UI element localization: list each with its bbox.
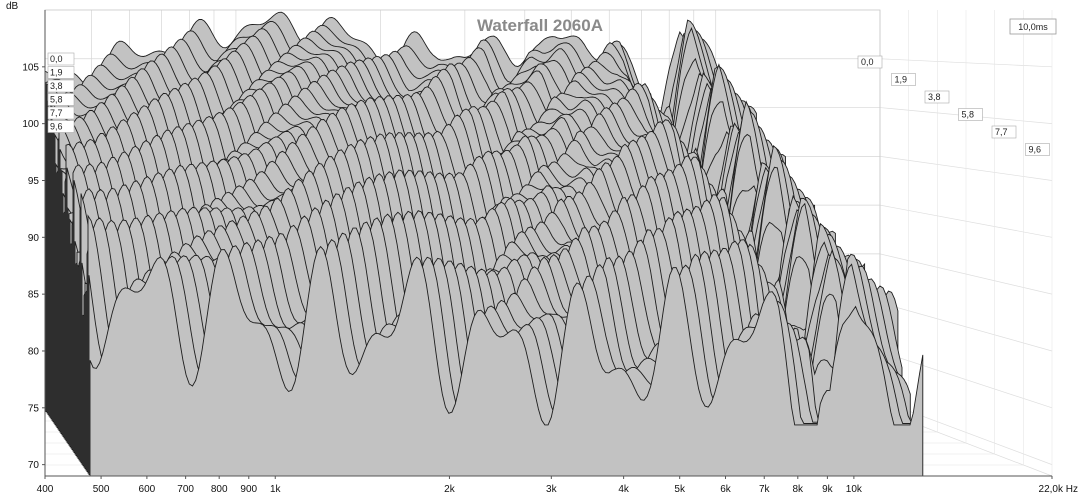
x-tick-label: 500 bbox=[93, 484, 110, 495]
time-label-box bbox=[47, 93, 75, 106]
time-label-box bbox=[924, 90, 950, 104]
x-tick-label: 8k bbox=[793, 484, 805, 495]
time-label-right: 3,8 bbox=[924, 90, 950, 104]
time-label-text: 5,8 bbox=[962, 110, 975, 120]
y-tick-label: 80 bbox=[28, 346, 40, 357]
x-tick-label: 6k bbox=[720, 484, 732, 495]
x-tick-label: 22,0k Hz bbox=[1039, 484, 1078, 495]
time-end-label-box: 10,0ms bbox=[1009, 18, 1057, 35]
time-label-box bbox=[1025, 143, 1050, 156]
time-label-box bbox=[47, 79, 75, 93]
time-label-box bbox=[47, 66, 75, 79]
chart-title: Waterfall 2060A bbox=[477, 16, 603, 35]
time-label-left: 0,0 bbox=[47, 52, 75, 66]
x-tick-label: 9k bbox=[822, 484, 834, 495]
y-tick-label: 70 bbox=[28, 460, 40, 471]
x-tick-labels: 400 500 600 700 800 900 1k 2k 3k 4k 5k 6k 7k 8k 9k 10k 2… bbox=[37, 476, 1078, 495]
y-tick-label: 85 bbox=[28, 290, 40, 301]
x-tick-label: 7k bbox=[759, 484, 771, 495]
time-label-box bbox=[958, 108, 983, 121]
y-tick-label: 105 bbox=[22, 62, 39, 73]
time-label-box bbox=[991, 125, 1017, 139]
time-labels: 0,0 1,9 3,8 5,8 7,7 9,6 0,0 1,9 3,8 5,8 7,7 9,6 bbox=[47, 52, 1050, 156]
time-label-text: 5,8 bbox=[50, 95, 63, 105]
time-label-left: 3,8 bbox=[47, 79, 75, 93]
time-label-box bbox=[891, 73, 916, 86]
x-tick-label: 3k bbox=[546, 484, 558, 495]
time-label-box bbox=[47, 106, 75, 120]
time-label-right: 9,6 bbox=[1025, 143, 1050, 156]
time-label-text: 1,9 bbox=[50, 68, 63, 78]
time-label-right: 7,7 bbox=[991, 125, 1017, 139]
time-label-box bbox=[47, 120, 75, 133]
time-label-text: 3,8 bbox=[50, 81, 63, 91]
time-label-right: 1,9 bbox=[891, 73, 916, 86]
x-tick-label: 900 bbox=[240, 484, 257, 495]
y-tick-labels: 105 100 95 90 85 80 75 70 bbox=[22, 62, 45, 471]
time-label-left: 9,6 bbox=[47, 120, 75, 133]
time-label-right: 0,0 bbox=[857, 55, 883, 69]
time-label-text: 9,6 bbox=[1029, 145, 1042, 155]
time-label-text: 0,0 bbox=[861, 57, 874, 67]
time-label-text: 0,0 bbox=[50, 54, 63, 64]
time-label-text: 1,9 bbox=[895, 75, 908, 85]
y-axis-label: dB bbox=[6, 1, 19, 12]
time-label-text: 7,7 bbox=[50, 108, 63, 118]
x-tick-label: 2k bbox=[444, 484, 456, 495]
y-tick-label: 75 bbox=[28, 403, 40, 414]
y-tick-label: 90 bbox=[28, 233, 40, 244]
time-label-left: 1,9 bbox=[47, 66, 75, 79]
x-tick-label: 10k bbox=[846, 484, 863, 495]
time-label-text: 3,8 bbox=[928, 92, 941, 102]
waterfall-slice bbox=[89, 245, 924, 477]
time-label-text: 9,6 bbox=[50, 122, 63, 132]
time-label-left: 7,7 bbox=[47, 106, 75, 120]
time-label-right: 5,8 bbox=[958, 108, 983, 121]
time-label-box bbox=[47, 52, 75, 66]
waterfall-slices bbox=[44, 11, 924, 477]
x-tick-label: 600 bbox=[139, 484, 156, 495]
x-tick-label: 4k bbox=[618, 484, 630, 495]
time-label-left: 5,8 bbox=[47, 93, 75, 106]
y-tick-label: 100 bbox=[22, 119, 39, 130]
x-tick-label: 800 bbox=[211, 484, 228, 495]
x-tick-label: 5k bbox=[674, 484, 686, 495]
time-end-label: 10,0ms bbox=[1018, 22, 1048, 32]
time-label-box bbox=[857, 55, 883, 69]
x-tick-label: 1k bbox=[270, 484, 282, 495]
x-tick-label: 700 bbox=[177, 484, 194, 495]
y-tick-label: 95 bbox=[28, 176, 40, 187]
x-tick-label: 400 bbox=[37, 484, 54, 495]
axes bbox=[44, 10, 1052, 477]
time-label-text: 7,7 bbox=[995, 127, 1008, 137]
